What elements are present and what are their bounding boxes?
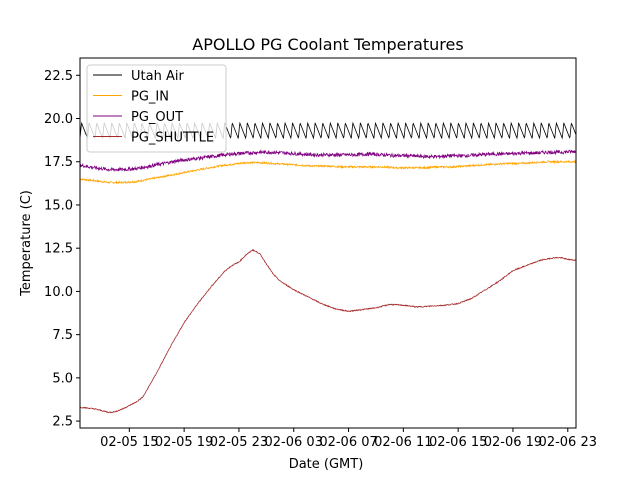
y-tick-label: 10.0 (44, 285, 73, 300)
plot-frame (79, 57, 577, 429)
x-tick-label: 02-06 07 (319, 435, 377, 450)
y-axis-label: Temperature (C) (19, 190, 34, 297)
y-axis: 2.5 5.0 7.5 10.0 12.5 15.0 17.5 20.0 22.5 (44, 69, 80, 430)
x-tick-label: 02-06 11 (374, 435, 432, 450)
x-tick-label: 02-06 23 (539, 435, 597, 450)
x-tick-label: 02-05 15 (100, 435, 158, 450)
chart-title: APOLLO PG Coolant Temperatures (192, 35, 463, 54)
x-tick-label: 02-06 15 (429, 435, 487, 450)
legend-label-pg-in: PG_IN (131, 90, 169, 105)
x-tick-label: 02-05 19 (155, 435, 213, 450)
y-tick-label: 22.5 (44, 69, 73, 84)
legend-label-pg-shuttle: PG_SHUTTLE (131, 131, 214, 146)
x-tick-label: 02-06 03 (265, 435, 323, 450)
y-tick-label: 17.5 (44, 155, 73, 170)
legend-label-utah-air: Utah Air (131, 69, 184, 84)
legend-label-pg-out: PG_OUT (131, 110, 183, 125)
y-tick-label: 7.5 (52, 328, 73, 343)
y-tick-label: 2.5 (52, 415, 73, 430)
y-tick-label: 12.5 (44, 242, 73, 257)
legend-box (86, 64, 227, 153)
y-tick-label: 5.0 (52, 371, 73, 386)
series-line-pg-out (80, 149, 576, 173)
series-line-pg-shuttle (80, 248, 576, 414)
legend: Utah Air PG_IN PG_OUT PG_SHUTTLE (86, 64, 227, 153)
x-tick-label: 02-05 23 (210, 435, 268, 450)
x-tick-label: 02-06 19 (484, 435, 542, 450)
series-line-pg-in (80, 159, 576, 185)
y-tick-label: 15.0 (44, 198, 73, 213)
x-axis-label: Date (GMT) (289, 457, 364, 472)
y-tick-label: 20.0 (44, 112, 73, 127)
